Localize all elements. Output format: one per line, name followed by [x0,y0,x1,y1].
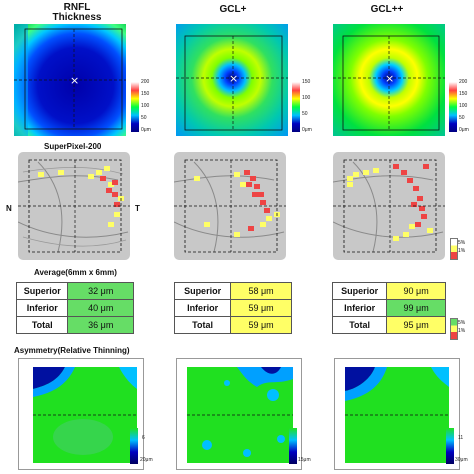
rnfl-scale-100: 100 [141,103,150,109]
gcl-plus-scale-max: 150 [302,79,311,85]
superpixel-legend-1: 1% [458,248,466,254]
gcl-plusplus-scale-min: 0μm [459,127,469,133]
nasal-label: N [6,204,12,213]
gcl-plus-colorscale [292,82,300,132]
col-title-rnfl-line2: Thickness [52,12,102,23]
table-row: Total 95 μm [331,316,446,334]
rnfl-superior-value: 32 μm [67,282,134,300]
gcl-plusplus-total-value: 95 μm [386,316,446,334]
table-row: Inferior 59 μm [173,299,292,317]
gcl-plus-asymmetry-scale [289,428,297,464]
svg-text:×: × [229,72,238,85]
asymmetry-label: Asymmetry(Relative Thinning) [14,346,130,355]
temporal-label: T [135,204,140,213]
average-label: Average(6mm x 6mm) [34,268,117,277]
col-title-gcl-plus: GCL+ [219,4,247,15]
gcl-plus-scale-min: 0μm [302,127,312,133]
gcl-plusplus-asymmetry-scale [446,428,454,464]
gcl-plusplus-asym-scale-top: 11 [458,435,464,441]
gcl-plus-inferior-value: 59 μm [230,299,292,317]
row-label-total: Total [173,316,232,334]
svg-text:×: × [385,72,394,85]
gcl-plusplus-scale-100: 100 [459,103,468,109]
rnfl-scale-150: 150 [141,91,150,97]
row-label-superior: Superior [173,282,232,300]
gcl-plusplus-superpixel-map [333,152,445,260]
rnfl-scale-50: 50 [141,115,147,121]
table-row: Inferior 40 μm [15,299,134,317]
table-row: Superior 32 μm [15,282,134,300]
row-label-inferior: Inferior [15,299,69,317]
svg-text:×: × [70,74,79,87]
col-title-rnfl-line1: RNFL [63,2,91,13]
gcl-plusplus-scale-150: 150 [459,91,468,97]
rnfl-total-value: 36 μm [67,316,134,334]
rnfl-scale-min: 0μm [141,127,151,133]
superpixel-legend-bar [450,238,458,260]
table-row: Superior 90 μm [331,282,446,300]
gcl-plus-scale-50: 50 [302,111,308,117]
rnfl-inferior-value: 40 μm [67,299,134,317]
average-legend-5: 5% [458,320,466,326]
row-label-superior: Superior [331,282,388,300]
gcl-plusplus-scale-50: 50 [459,115,465,121]
gcl-plus-average-table: Superior 58 μm Inferior 59 μm Total 59 μ… [173,282,292,334]
table-row: Inferior 99 μm [331,299,446,317]
row-label-superior: Superior [15,282,69,300]
rnfl-colorscale [131,82,139,132]
gcl-plusplus-inferior-value: 99 μm [386,299,446,317]
gcl-plusplus-scale-max: 200 [459,79,468,85]
average-legend-bar [450,318,458,340]
gcl-plusplus-superior-value: 90 μm [386,282,446,300]
rnfl-average-table: Superior 32 μm Inferior 40 μm Total 36 μ… [15,282,134,334]
row-label-total: Total [15,316,69,334]
col-title-gcl-plusplus: GCL++ [370,4,404,15]
gcl-plusplus-thickness-map: × [333,24,445,136]
rnfl-asym-scale-top: 6 [142,435,145,441]
rnfl-asymmetry-map [18,358,144,470]
superpixel-legend-5: 5% [458,240,466,246]
gcl-plusplus-asymmetry-map [334,358,460,470]
gcl-plus-scale-100: 100 [302,95,311,101]
rnfl-asymmetry-scale [130,428,138,464]
rnfl-scale-max: 200 [141,79,150,85]
gcl-plus-superior-value: 58 μm [230,282,292,300]
col-title-rnfl: RNFL Thickness [42,3,112,23]
table-row: Total 36 μm [15,316,134,334]
table-row: Total 59 μm [173,316,292,334]
gcl-plus-thickness-map: × [176,24,288,136]
gcl-plusplus-average-table: Superior 90 μm Inferior 99 μm Total 95 μ… [331,282,446,334]
gcl-plus-superpixel-map [174,152,286,260]
rnfl-superpixel-map [18,152,130,260]
row-label-inferior: Inferior [331,299,388,317]
average-legend-1: 1% [458,328,466,334]
gcl-plus-asymmetry-map [176,358,302,470]
table-row: Superior 58 μm [173,282,292,300]
gcl-plusplus-colorscale [449,82,457,132]
row-label-total: Total [331,316,388,334]
gcl-plusplus-asym-scale-bottom: 30μm [455,457,468,463]
gcl-plus-asym-scale-bottom: 15μm [298,457,311,463]
rnfl-asym-scale-bottom: 20μm [140,457,153,463]
row-label-inferior: Inferior [173,299,232,317]
superpixel-label: SuperPixel-200 [44,142,102,151]
gcl-plus-total-value: 59 μm [230,316,292,334]
rnfl-thickness-map: × [14,24,126,136]
